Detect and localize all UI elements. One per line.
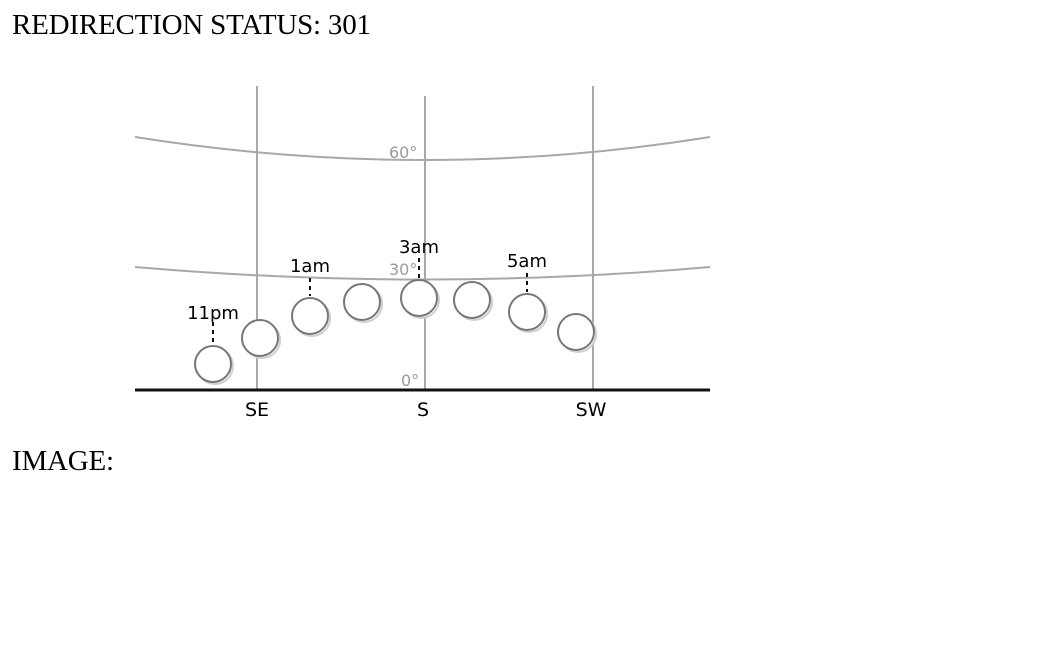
altitude-curve-60: [134, 136, 711, 161]
direction-label-s: S: [417, 399, 429, 421]
image-caption: IMAGE:: [12, 445, 114, 477]
moon-position-12am: [241, 319, 281, 359]
moon-position-1am: [291, 297, 331, 337]
redirection-status-label: REDIRECTION STATUS:: [12, 9, 321, 41]
altitude-label-60: 60°: [389, 143, 417, 162]
moon-position-3am: [400, 279, 440, 319]
direction-label-se: SE: [245, 399, 269, 421]
direction-label-sw: SW: [576, 399, 607, 421]
moon-position-2am: [343, 283, 383, 323]
moon-position-6am: [557, 313, 597, 353]
altitude-label-30: 30°: [389, 260, 417, 279]
moon-position-4am: [453, 281, 493, 321]
time-label-1am: 1am: [290, 256, 330, 277]
redirection-status-text: REDIRECTION STATUS: 301: [12, 11, 371, 40]
altitude-label-0: 0°: [401, 371, 419, 390]
time-label-11pm: 11pm: [187, 303, 239, 324]
time-label-5am: 5am: [507, 251, 547, 272]
moon-position-5am: [508, 293, 548, 333]
altitude-curve-30: [134, 266, 711, 281]
time-label-3am: 3am: [399, 237, 439, 258]
moon-position-11pm: [194, 345, 234, 385]
redirection-status-code: 301: [327, 9, 371, 41]
